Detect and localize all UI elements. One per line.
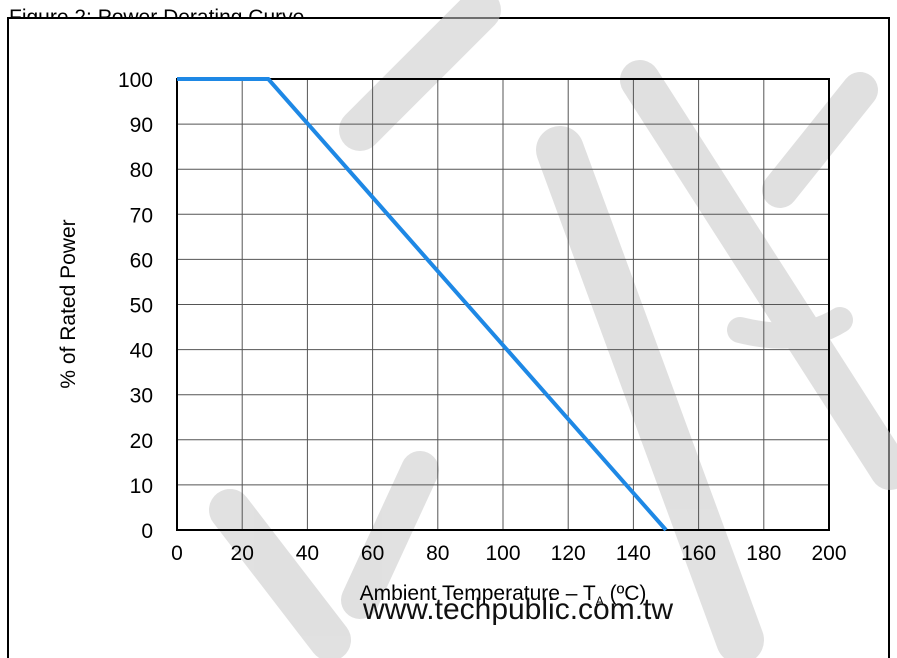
y-tick-label: 80 bbox=[130, 159, 153, 182]
x-tick-label: 0 bbox=[171, 542, 183, 565]
watermark-logo-stroke bbox=[762, 72, 878, 208]
series-group bbox=[177, 77, 668, 532]
x-tick-label: 60 bbox=[361, 542, 384, 565]
x-tick-label: 160 bbox=[681, 542, 716, 565]
x-tick-label: 120 bbox=[551, 542, 586, 565]
x-tick-labels: 0 20 40 60 80 100 120 140 160 180 200 bbox=[171, 542, 846, 565]
x-axis-label-main: Ambient Temperature – T bbox=[360, 582, 596, 605]
x-axis-label-unit: (ºC) bbox=[604, 582, 647, 605]
watermark-logo-stroke bbox=[620, 60, 897, 490]
y-tick-label: 0 bbox=[141, 520, 153, 543]
plot-area-border bbox=[176, 78, 830, 531]
y-tick-label: 60 bbox=[130, 249, 153, 272]
figure-caption: Figure 2: Power Derating Curve bbox=[9, 7, 304, 17]
derating-curve-line bbox=[177, 77, 668, 532]
watermark-logo-stroke bbox=[339, 0, 501, 151]
watermark-logo-stroke bbox=[727, 307, 853, 349]
y-tick-label: 70 bbox=[130, 204, 153, 227]
y-tick-label: 40 bbox=[130, 340, 153, 363]
watermark-logo-stroke bbox=[341, 451, 439, 619]
x-tick-label: 140 bbox=[616, 542, 651, 565]
x-axis-label: Ambient Temperature – TA (ºC) bbox=[360, 582, 647, 608]
y-tick-label: 10 bbox=[130, 475, 153, 498]
watermark-logo-stroke bbox=[209, 489, 351, 658]
x-axis-label-subscript: A bbox=[596, 594, 604, 608]
x-tick-label: 180 bbox=[746, 542, 781, 565]
x-tick-label: 200 bbox=[811, 542, 846, 565]
grid-lines bbox=[176, 78, 830, 531]
y-tick-labels: 0 10 20 30 40 50 60 70 80 90 100 bbox=[118, 69, 153, 543]
y-tick-label: 50 bbox=[130, 295, 153, 318]
y-axis-label: % of Rated Power bbox=[57, 219, 80, 388]
y-tick-label: 100 bbox=[118, 69, 153, 92]
x-tick-label: 100 bbox=[485, 542, 520, 565]
x-tick-label: 20 bbox=[231, 542, 254, 565]
y-tick-label: 20 bbox=[130, 430, 153, 453]
x-tick-label: 40 bbox=[296, 542, 319, 565]
watermark-url: www.techpublic.com.tw bbox=[362, 593, 673, 626]
x-tick-label: 80 bbox=[426, 542, 449, 565]
y-tick-label: 30 bbox=[130, 385, 153, 408]
y-tick-label: 90 bbox=[130, 114, 153, 137]
